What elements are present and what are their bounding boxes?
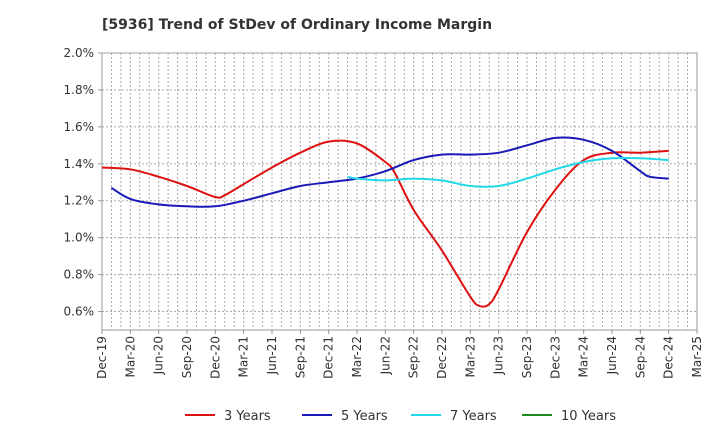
y-tick-label: 1.6% (64, 120, 95, 134)
x-tick-label: Dec-19 (95, 336, 109, 379)
x-tick-label: Dec-20 (208, 336, 222, 379)
series-line-3-years (101, 139, 669, 308)
x-tick-label: Dec-24 (662, 336, 676, 379)
y-axis: 0.6% 0.8% 1.0% 1.2% 1.4% 1.6% 1.8% 2.0% (64, 46, 102, 319)
plot-area (101, 52, 698, 331)
x-tick-label: Sep-21 (293, 336, 307, 378)
legend: 3 Years 5 Years 7 Years 10 Years (185, 409, 616, 424)
y-tick-label: 2.0% (64, 46, 95, 60)
x-tick-label: Jun-23 (492, 336, 506, 375)
x-tick-label: Sep-23 (520, 336, 534, 378)
y-tick-label: 1.0% (64, 231, 95, 245)
legend-label-3-years: 3 Years (224, 409, 271, 424)
x-tick-label: Sep-24 (633, 336, 647, 378)
x-tick-label: Mar-22 (350, 336, 364, 377)
y-tick-label: 1.4% (64, 157, 95, 171)
x-tick-label: Jun-24 (605, 336, 619, 375)
series-line-7-years (347, 156, 669, 188)
x-tick-label: Dec-22 (435, 336, 449, 379)
series-lines (101, 136, 669, 308)
legend-label-7-years: 7 Years (450, 409, 497, 424)
x-tick-label: Dec-23 (548, 336, 562, 379)
x-tick-label: Mar-23 (463, 336, 477, 377)
chart-title: [5936] Trend of StDev of Ordinary Income… (102, 17, 492, 33)
x-tick-label: Jun-21 (265, 336, 279, 375)
x-tick-label: Jun-20 (152, 336, 166, 375)
grid (102, 52, 697, 330)
x-tick-label: Dec-21 (322, 336, 336, 379)
x-tick-label: Sep-20 (180, 336, 194, 378)
x-tick-label: Mar-25 (690, 336, 704, 377)
y-tick-label: 1.8% (64, 83, 95, 97)
x-tick-label: Sep-22 (407, 336, 421, 378)
legend-label-5-years: 5 Years (341, 409, 388, 424)
x-tick-label: Mar-21 (237, 336, 251, 377)
y-tick-label: 0.6% (64, 305, 95, 319)
y-tick-label: 0.8% (64, 268, 95, 282)
x-axis: Dec-19 Mar-20 Jun-20 Sep-20 Dec-20 Mar-21 Jun-… (95, 330, 704, 379)
x-tick-label: Mar-20 (123, 336, 137, 377)
y-tick-label: 1.2% (64, 194, 95, 208)
x-tick-label: Jun-22 (378, 336, 392, 375)
series-line-5-years (110, 136, 669, 208)
legend-label-10-years: 10 Years (561, 409, 616, 424)
x-tick-label: Mar-24 (577, 336, 591, 377)
